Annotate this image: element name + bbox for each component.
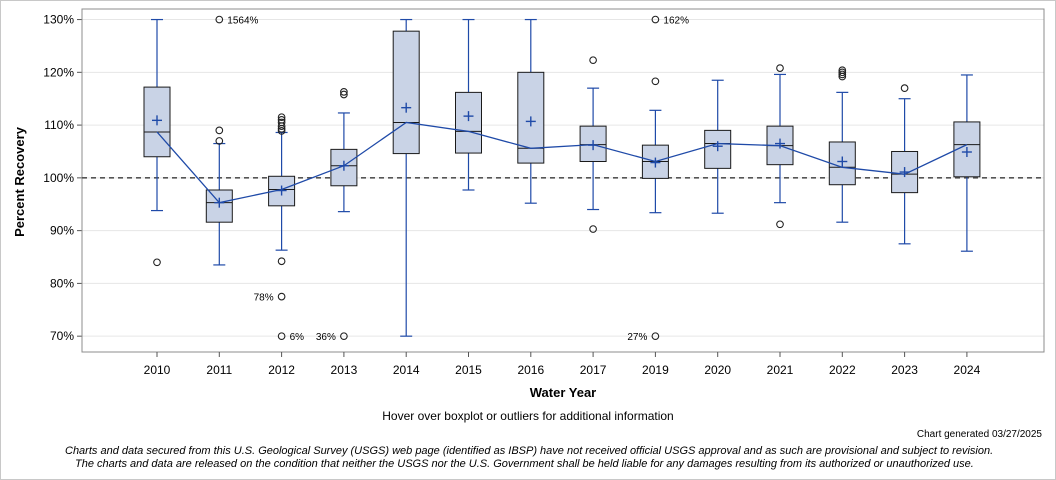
median-trend-line (156, 121, 968, 204)
x-tick-label: 2024 (954, 363, 981, 377)
outlier-point (340, 90, 348, 99)
x-tick-label: 2016 (517, 363, 544, 377)
mean-marker-2013 (338, 160, 349, 171)
boxplot-2024 (953, 74, 981, 252)
mean-marker-2023 (899, 167, 910, 178)
mean-marker-2021 (775, 138, 785, 149)
boxplot-chart: 70% 80% 90% 100% 110% 120% 130% 2010 2011 2012 201… (12, 8, 1045, 400)
outlier-point (153, 258, 161, 267)
x-tick-label: 2014 (393, 363, 420, 377)
offscale-label: 6% (290, 332, 305, 343)
mean-marker-2019 (650, 157, 661, 168)
boxplot-2023 (891, 84, 919, 245)
outlier-point (838, 70, 847, 79)
x-tick-label: 2021 (767, 363, 794, 377)
x-tick-label: 2020 (704, 363, 731, 377)
boxplot-2015 (455, 18, 482, 191)
y-tick-label: 80% (50, 276, 74, 290)
boxplot-2011 (205, 126, 233, 266)
offscale-label: 36% (316, 332, 336, 343)
x-tick-label: 2011 (206, 363, 232, 377)
outlier-point (277, 292, 286, 301)
y-tick-label: 110% (44, 118, 74, 132)
outlier-point (277, 257, 286, 266)
outlier-point (215, 126, 224, 135)
y-axis-title: Percent Recovery (12, 126, 27, 237)
mean-marker-2014 (401, 102, 412, 113)
offscale-point (340, 332, 348, 341)
iqr-box (392, 30, 420, 155)
x-tick-label: 2015 (455, 363, 482, 377)
mean-marker-2020 (712, 141, 723, 152)
boxplot-2014 (392, 18, 420, 337)
hover-note: Hover over boxplot or outliers for addit… (382, 409, 674, 423)
x-tick-label: 2017 (580, 363, 607, 377)
offscale-point (651, 332, 660, 341)
y-tick-label: 130% (43, 13, 74, 27)
outlier-point (215, 137, 224, 145)
plot-border (81, 8, 1045, 353)
mean-marker-2017 (588, 140, 599, 151)
x-tick-label: 2013 (331, 363, 358, 377)
mean-marker-2012 (276, 185, 287, 196)
outlier-point (900, 84, 909, 93)
chart-generated-date: Chart generated 03/27/2025 (916, 429, 1042, 440)
mean-marker-2024 (961, 147, 972, 158)
outlier-point (589, 56, 597, 65)
outlier-point (277, 122, 286, 130)
axes-layer: 70% 80% 90% 100% 110% 120% 130% 2010 2011 2012 201… (43, 8, 1045, 377)
mean-marker-2011 (214, 197, 225, 208)
outlier-point (589, 225, 597, 233)
outlier-annotation: 78% (254, 293, 274, 304)
outlier-point (340, 87, 348, 96)
offscale-label: 27% (627, 332, 647, 343)
outlier-point (651, 77, 660, 86)
outlier-point (776, 64, 784, 72)
offscale-label: 1564% (227, 16, 258, 27)
x-tick-label: 2022 (829, 363, 856, 377)
boxes-layer (143, 18, 981, 337)
x-tick-label: 2019 (642, 363, 669, 377)
disclaimer-line-1: Charts and data secured from this U.S. G… (65, 445, 994, 457)
boxplot-2012 (268, 113, 296, 301)
mean-marker-2016 (525, 116, 536, 127)
boxplot-2022 (828, 66, 856, 223)
y-tick-label: 100% (43, 171, 74, 185)
mean-marker-2015 (463, 111, 474, 122)
x-axis-title: Water Year (530, 385, 597, 400)
outlier-point (277, 113, 286, 122)
y-tick-label: 120% (43, 65, 74, 79)
mean-marker-2010 (152, 115, 162, 126)
offscale-point (651, 15, 660, 24)
x-tick-label: 2012 (268, 363, 295, 377)
outlier-point (838, 68, 847, 77)
x-tick-label: 2023 (891, 363, 918, 377)
offscale-point (215, 15, 224, 24)
y-tick-label: 70% (50, 329, 74, 343)
boxplot-2013 (330, 87, 358, 213)
disclaimer-line-2: The charts and data are released on the … (75, 458, 974, 470)
labels-layer: 1564% 6% 36% 162% 27% 78% (215, 15, 689, 343)
boxplot-2016 (517, 18, 545, 204)
mean-marker-2022 (837, 156, 848, 167)
offscale-point (277, 332, 286, 341)
outlier-point (277, 127, 286, 135)
iqr-box (455, 91, 482, 154)
x-tick-label: 2010 (144, 363, 171, 377)
outlier-point (776, 220, 784, 229)
y-tick-label: 90% (50, 224, 74, 238)
offscale-label: 162% (663, 16, 689, 27)
outlier-point (838, 72, 847, 81)
outlier-point (277, 124, 286, 133)
boxplot-2019 (641, 77, 669, 214)
